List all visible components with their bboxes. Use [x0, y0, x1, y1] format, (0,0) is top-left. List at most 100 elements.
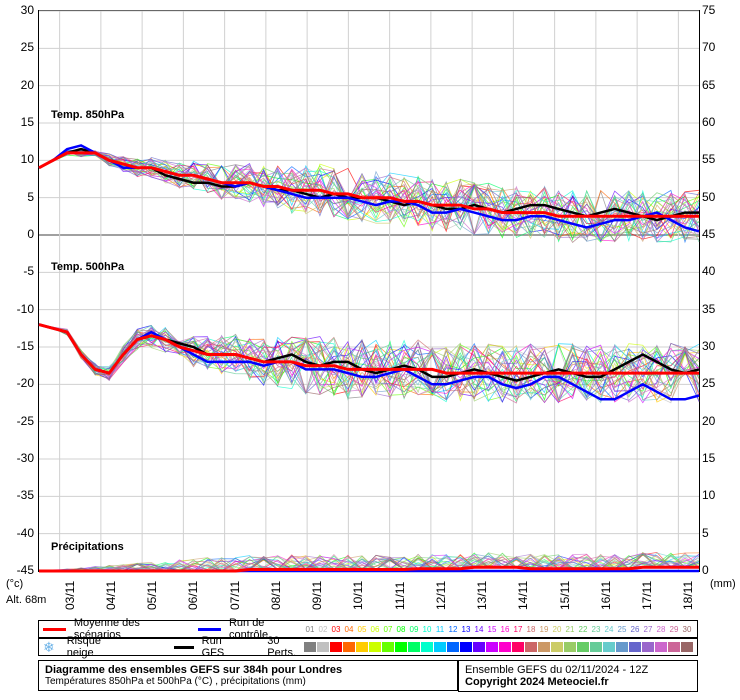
pert-number: 06 [369, 625, 381, 634]
altitude-label: Alt. 68m [6, 594, 46, 606]
legend-swatch-mean [43, 628, 66, 631]
x-tick: 09/11 [310, 570, 324, 610]
pert-color-box [525, 642, 537, 652]
x-tick: 04/11 [104, 570, 118, 610]
pert-color-box [330, 642, 342, 652]
x-tick: 03/11 [63, 570, 77, 610]
label-temp850: Temp. 850hPa [51, 109, 124, 121]
pert-number: 20 [551, 625, 563, 634]
pert-color-box [447, 642, 459, 652]
pert-color-box [408, 642, 420, 652]
left-unit: (°c) [6, 578, 23, 590]
y-tick-right: 20 [702, 414, 732, 428]
y-tick-right: 70 [702, 40, 732, 54]
y-tick-left: 30 [4, 3, 34, 17]
pert-number: 23 [590, 625, 602, 634]
x-tick: 17/11 [640, 570, 654, 610]
pert-numbers: 0102030405060708091011121314151617181920… [304, 625, 693, 634]
y-tick-right: 60 [702, 115, 732, 129]
footer-copyright: Copyright 2024 Meteociel.fr [465, 676, 691, 688]
y-tick-right: 5 [702, 526, 732, 540]
footer-left: Diagramme des ensembles GEFS sur 384h po… [38, 660, 458, 691]
pert-number: 05 [356, 625, 368, 634]
pert-number: 19 [538, 625, 550, 634]
y-tick-left: 25 [4, 40, 34, 54]
legend-row-1: Moyenne des scénarios Run de contrôle 01… [38, 620, 698, 638]
right-unit: (mm) [710, 578, 736, 590]
y-tick-left: -40 [4, 526, 34, 540]
legend-row-2: ❄ Risque neige Run GFS 30 Perts. [38, 638, 698, 656]
pert-number: 29 [668, 625, 680, 634]
y-tick-left: -5 [4, 264, 34, 278]
legend-gfs: Run GFS [202, 635, 232, 659]
y-tick-left: -45 [4, 563, 34, 577]
footer-runinfo: Ensemble GEFS du 02/11/2024 - 12Z [465, 664, 691, 676]
legend-swatch-control [198, 628, 221, 631]
footer-title: Diagramme des ensembles GEFS sur 384h po… [45, 664, 451, 676]
pert-number: 07 [382, 625, 394, 634]
label-precip: Précipitations [51, 541, 124, 553]
y-tick-right: 75 [702, 3, 732, 17]
y-tick-right: 50 [702, 190, 732, 204]
plot-area: Temp. 850hPa Temp. 500hPa Précipitations [38, 10, 700, 572]
pert-number: 02 [317, 625, 329, 634]
pert-color-box [538, 642, 550, 652]
y-tick-left: -25 [4, 414, 34, 428]
pert-number: 04 [343, 625, 355, 634]
x-tick: 15/11 [558, 570, 572, 610]
pert-number: 13 [460, 625, 472, 634]
chart-container: Temp. 850hPa Temp. 500hPa Précipitations… [0, 0, 740, 700]
y-tick-right: 30 [702, 339, 732, 353]
y-tick-right: 40 [702, 264, 732, 278]
pert-color-box [668, 642, 680, 652]
pert-number: 26 [629, 625, 641, 634]
label-temp500: Temp. 500hPa [51, 261, 124, 273]
pert-number: 17 [512, 625, 524, 634]
pert-color-box [460, 642, 472, 652]
pert-number: 11 [434, 625, 446, 634]
x-tick: 07/11 [228, 570, 242, 610]
pert-color-box [421, 642, 433, 652]
pert-number: 30 [681, 625, 693, 634]
x-tick: 12/11 [434, 570, 448, 610]
x-tick: 05/11 [145, 570, 159, 610]
y-tick-right: 0 [702, 563, 732, 577]
pert-color-box [590, 642, 602, 652]
pert-color-box [434, 642, 446, 652]
x-tick: 11/11 [393, 570, 407, 610]
y-tick-left: -10 [4, 302, 34, 316]
pert-number: 24 [603, 625, 615, 634]
legend-perts: 30 Perts. [267, 635, 296, 659]
y-tick-left: 0 [4, 227, 34, 241]
pert-color-box [629, 642, 641, 652]
pert-color-box [616, 642, 628, 652]
x-tick: 14/11 [516, 570, 530, 610]
pert-color-box [564, 642, 576, 652]
x-tick: 18/11 [681, 570, 695, 610]
legend-snow: Risque neige [67, 635, 109, 659]
pert-number: 18 [525, 625, 537, 634]
pert-color-box [369, 642, 381, 652]
pert-color-box [395, 642, 407, 652]
x-tick: 06/11 [186, 570, 200, 610]
legend-swatch-gfs [174, 646, 193, 649]
pert-number: 03 [330, 625, 342, 634]
pert-number: 12 [447, 625, 459, 634]
y-tick-right: 15 [702, 451, 732, 465]
pert-color-box [512, 642, 524, 652]
x-tick: 16/11 [599, 570, 613, 610]
pert-number: 21 [564, 625, 576, 634]
pert-color-box [317, 642, 329, 652]
y-tick-right: 35 [702, 302, 732, 316]
y-tick-left: 5 [4, 190, 34, 204]
y-tick-right: 45 [702, 227, 732, 241]
pert-color-box [551, 642, 563, 652]
pert-number: 01 [304, 625, 316, 634]
footer-subtitle: Températures 850hPa et 500hPa (°C) , pré… [45, 676, 451, 687]
pert-color-box [603, 642, 615, 652]
y-tick-left: -20 [4, 376, 34, 390]
pert-color-box [304, 642, 316, 652]
pert-color-box [655, 642, 667, 652]
pert-color-box [343, 642, 355, 652]
pert-number: 15 [486, 625, 498, 634]
